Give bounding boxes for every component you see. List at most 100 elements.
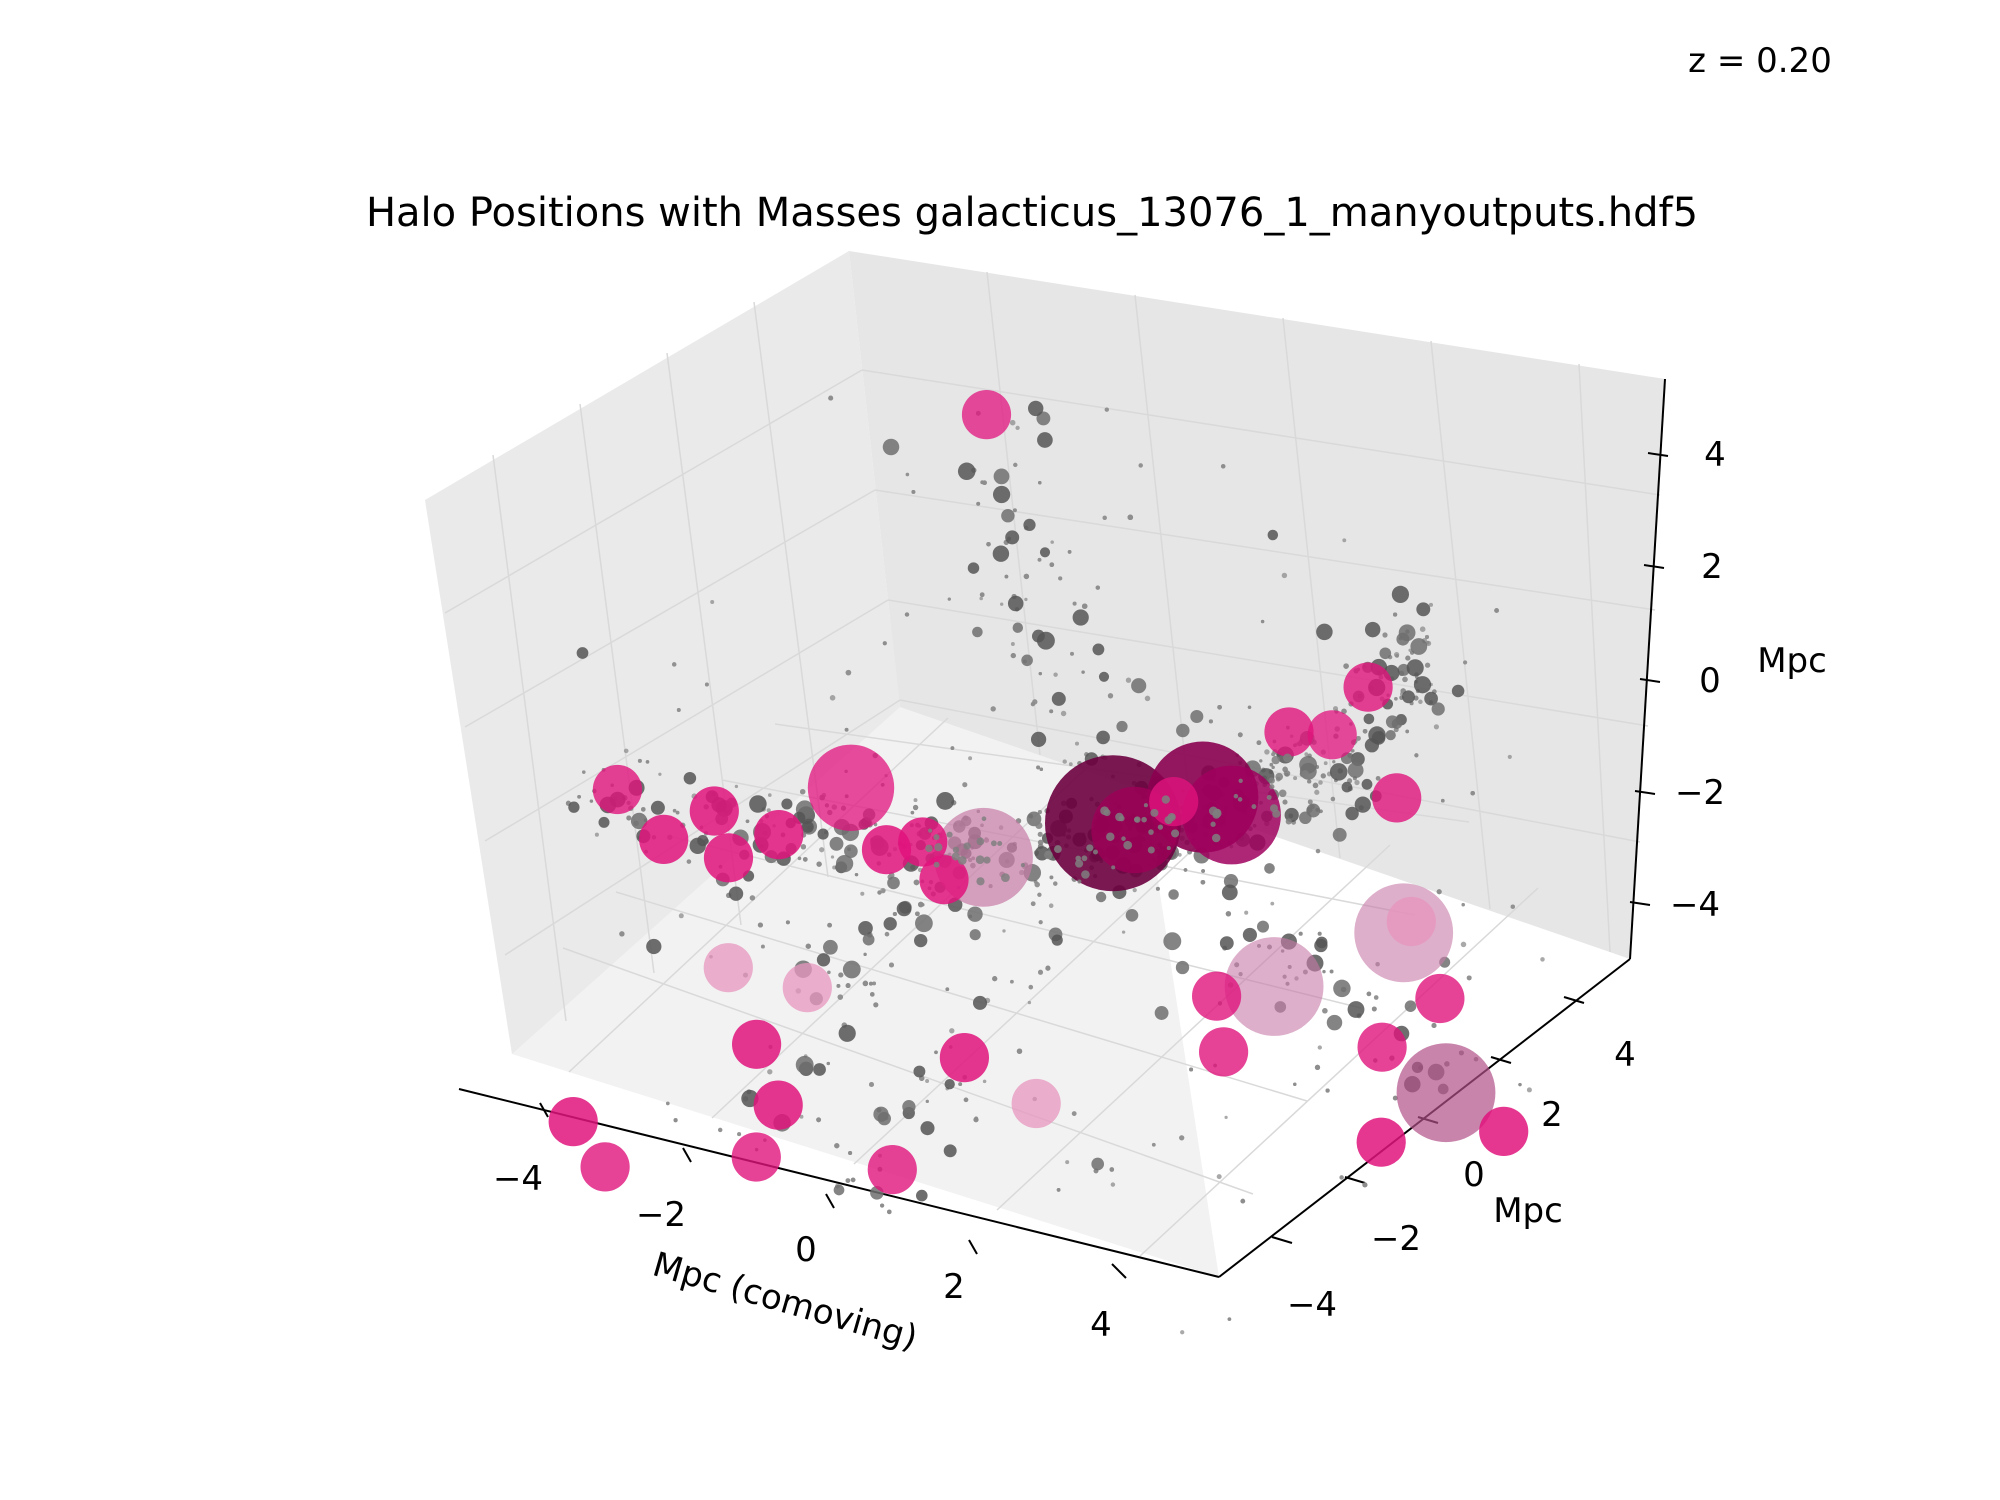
halo-point-small	[1375, 776, 1381, 781]
halo-point-medium	[916, 1189, 928, 1202]
halo-point-small	[767, 1069, 773, 1075]
right-pane	[849, 251, 1665, 959]
halo-point-small	[1155, 886, 1160, 891]
halo-point-small	[672, 808, 677, 813]
halo-point-medium	[873, 1106, 889, 1122]
halo-point-small	[1216, 1174, 1222, 1180]
halo-point-small	[1510, 904, 1516, 909]
halo-point-small	[582, 770, 586, 774]
halo-point-medium	[1314, 938, 1328, 953]
halo-point-small	[1039, 767, 1044, 771]
halo-point-small	[1433, 724, 1439, 730]
z-tick-label: −4	[1670, 885, 1720, 925]
halo-point-small	[1081, 670, 1085, 674]
halo-point-small	[1282, 799, 1288, 805]
halo-point-medium	[1021, 654, 1033, 667]
halo-point-medium	[1329, 763, 1348, 781]
halo-point-medium	[1379, 647, 1392, 660]
halo-point-massive	[867, 1145, 917, 1195]
halo-point-medium	[802, 821, 814, 833]
y-tick-label: −2	[1371, 1219, 1421, 1259]
halo-point-small	[1293, 776, 1298, 781]
halo-point-medium	[1036, 411, 1051, 426]
halo-point-medium	[1154, 1006, 1169, 1020]
halo-point-medium	[689, 837, 706, 854]
halo-point-medium	[1257, 920, 1269, 933]
halo-point-small	[1395, 654, 1399, 658]
halo-point-medium	[1385, 729, 1396, 741]
halo-point-massive	[807, 744, 895, 831]
halo-point-massive	[548, 1097, 598, 1147]
halo-point-small	[623, 748, 629, 754]
halo-point-medium	[1095, 891, 1107, 903]
halo-point-small	[1177, 853, 1182, 857]
halo-point-small	[802, 857, 808, 862]
halo-point-medium	[992, 545, 1010, 562]
halo-point-medium	[1413, 676, 1432, 694]
halo-point-small	[1074, 741, 1080, 746]
halo-point-small	[1002, 929, 1006, 933]
halo-point-small	[915, 911, 920, 917]
halo-point-medium	[1264, 863, 1275, 874]
halo-point-small	[734, 784, 739, 789]
halo-point-small	[1201, 869, 1205, 873]
halo-point-small	[1143, 803, 1148, 808]
halo-point-small	[1424, 634, 1430, 640]
halo-point-small	[816, 861, 822, 867]
halo-point-small	[884, 931, 890, 937]
halo-point-small	[834, 1143, 840, 1149]
halo-point-small	[1056, 1188, 1061, 1192]
halo-point-medium	[882, 438, 900, 456]
halo-point-massive	[580, 1142, 630, 1192]
halo-point-small	[1271, 765, 1275, 770]
halo-point-medium	[992, 485, 1011, 504]
halo-point-medium	[913, 1065, 926, 1078]
halo-point-small	[1107, 693, 1114, 699]
halo-point-small	[934, 1050, 938, 1055]
halo-point-small	[1071, 1111, 1077, 1116]
halo-point-small	[678, 913, 684, 919]
halo-point-small	[1118, 815, 1125, 822]
halo-point-small	[1320, 773, 1326, 779]
halo-point-small	[1048, 903, 1054, 908]
halo-point-medium	[1030, 731, 1047, 748]
halo-point-medium	[1347, 1001, 1365, 1018]
halo-point-medium	[1424, 691, 1438, 706]
halo-point-small	[1507, 754, 1512, 759]
halo-point-medium	[844, 844, 858, 859]
halo-point-small	[745, 819, 750, 824]
halo-point-small	[854, 872, 859, 877]
halo-point-small	[979, 596, 983, 601]
halo-point-small	[1049, 562, 1055, 568]
halo-point-small	[1470, 790, 1475, 796]
halo-point-small	[785, 920, 790, 925]
halo-point-small	[1314, 1064, 1321, 1071]
halo-point-medium	[835, 854, 854, 873]
y-tick-label: 4	[1614, 1035, 1636, 1075]
halo-point-small	[675, 810, 680, 815]
halo-point-small	[799, 788, 806, 795]
halo-point-small	[1301, 770, 1309, 778]
halo-point-small	[888, 962, 895, 968]
halo-point-medium	[1125, 908, 1139, 922]
halo-point-medium	[1190, 709, 1204, 724]
halo-point-small	[925, 844, 933, 853]
y-tick-labels: −4 −2 0 2 4	[1287, 1035, 1636, 1325]
halo-point-medium	[1005, 530, 1020, 545]
halo-point-medium	[749, 795, 767, 813]
halo-point-medium	[728, 886, 744, 901]
halo-point-medium	[972, 995, 988, 1010]
halo-point-small	[958, 1082, 963, 1086]
halo-point-massive	[1182, 765, 1281, 865]
halo-point-small	[990, 706, 996, 712]
halo-point-massive	[1357, 1022, 1407, 1072]
halo-point-small	[1307, 779, 1312, 784]
halo-point-small	[1266, 794, 1272, 800]
axes-panes	[425, 251, 1665, 1277]
halo-point-small	[760, 944, 765, 949]
halo-point-small	[880, 1203, 885, 1208]
halo-point-small	[1035, 821, 1043, 830]
y-tick-label: 0	[1463, 1155, 1485, 1195]
halo-point-small	[1058, 576, 1063, 581]
halo-point-massive	[689, 786, 739, 836]
